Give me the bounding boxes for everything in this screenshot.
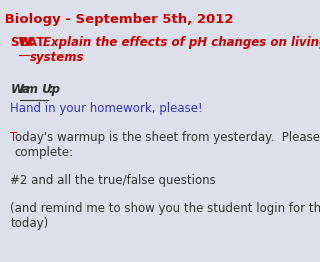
Text: (and remind me to show you the student login for the book
today): (and remind me to show you the student l… — [10, 202, 320, 230]
Text: Wa: Wa — [10, 83, 30, 96]
Text: rm Up: rm Up — [20, 83, 60, 96]
Text: AP Biology - September 5th, 2012: AP Biology - September 5th, 2012 — [0, 13, 233, 26]
Text: T: T — [10, 131, 18, 144]
Text: :  Explain the effects of pH changes on living
systems: : Explain the effects of pH changes on l… — [30, 36, 320, 64]
Text: BAT: BAT — [20, 36, 45, 49]
Text: Hand in your homework, please!: Hand in your homework, please! — [10, 102, 203, 116]
Text: oday's warmup is the sheet from yesterday.  Please
complete:: oday's warmup is the sheet from yesterda… — [15, 131, 320, 159]
Text: #2 and all the true/false questions: #2 and all the true/false questions — [10, 174, 216, 187]
Text: :: : — [48, 83, 53, 96]
Text: SW: SW — [10, 36, 32, 49]
